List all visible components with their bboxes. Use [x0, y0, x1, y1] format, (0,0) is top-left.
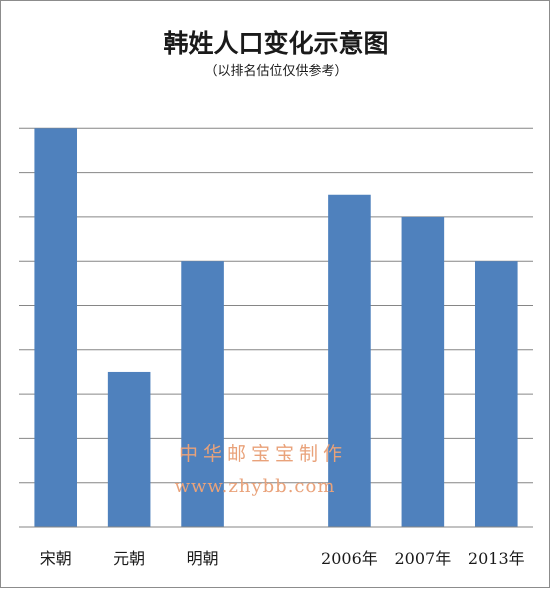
bar [474, 261, 518, 527]
bars [34, 128, 518, 528]
category-labels: 宋朝 元朝 明朝 2006年 2007年 2013年 [40, 549, 525, 568]
chart-subtitle: （以排名估位仅供参考） [204, 63, 347, 79]
bar [181, 261, 224, 527]
bar [328, 194, 371, 527]
bar [401, 216, 445, 527]
category-label: 2006年 [321, 549, 378, 568]
bar [34, 128, 78, 528]
category-label: 2013年 [468, 549, 525, 568]
category-label: 明朝 [187, 549, 219, 568]
gridlines [19, 127, 533, 484]
bar [107, 371, 151, 527]
category-label: 2007年 [394, 549, 451, 568]
watermark-url: www.zhybb.com [175, 476, 336, 497]
watermark-title: 中华邮宝宝制作 [179, 443, 347, 465]
category-label: 元朝 [113, 549, 145, 568]
category-label: 宋朝 [40, 549, 72, 568]
chart-title: 韩姓人口变化示意图 [163, 29, 388, 58]
